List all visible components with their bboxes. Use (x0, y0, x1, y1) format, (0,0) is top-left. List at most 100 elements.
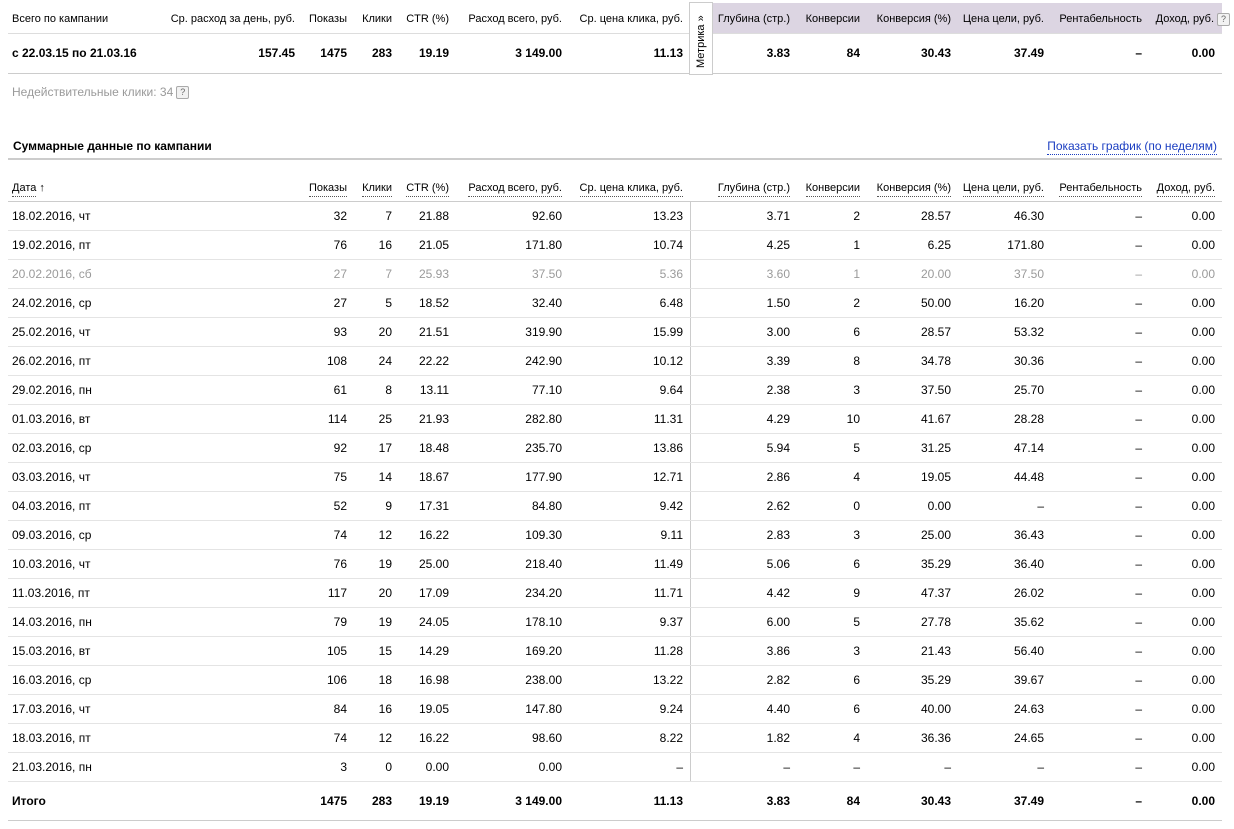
cell: 6 (853, 672, 860, 688)
cell: 16.98 (419, 672, 449, 688)
cell: 16 (379, 701, 392, 717)
cell: 105 (327, 643, 347, 659)
row-divider (8, 491, 1222, 492)
column-header[interactable]: Глубина (стр.) (718, 180, 790, 197)
cell: 3.86 (767, 643, 790, 659)
cell: 11.71 (654, 585, 683, 601)
summary-cell: 3.83 (767, 45, 790, 61)
cell: 21.43 (921, 643, 951, 659)
cell: 282.80 (525, 411, 562, 427)
cell: 9.11 (661, 527, 683, 543)
column-header[interactable]: Конверсия (%) (877, 180, 951, 197)
cell: 0.00 (1192, 730, 1215, 746)
cell: – (1135, 237, 1142, 253)
cell: 4.42 (767, 585, 790, 601)
cell: – (1135, 701, 1142, 717)
cell: 0.00 (1192, 324, 1215, 340)
column-header[interactable]: Конверсии (806, 180, 860, 197)
cell: – (1135, 672, 1142, 688)
cell: 8.22 (660, 730, 683, 746)
summary-cell: 1475 (320, 45, 347, 61)
cell: 50.00 (921, 295, 951, 311)
column-header[interactable]: Рентабельность (1059, 180, 1142, 197)
row-divider (8, 578, 1222, 579)
date-cell: 16.03.2016, ср (12, 672, 91, 688)
cell: 4.25 (767, 237, 790, 253)
column-header[interactable]: Клики (362, 180, 392, 197)
cell: 74 (334, 730, 347, 746)
cell: 21.05 (419, 237, 449, 253)
cell: 0.00 (1192, 701, 1215, 717)
cell: 6.48 (660, 295, 683, 311)
date-cell: 15.03.2016, вт (12, 643, 90, 659)
cell: 2 (853, 295, 860, 311)
cell: 12.71 (653, 469, 683, 485)
cell: 27.78 (921, 614, 951, 630)
date-cell: 14.03.2016, пн (12, 614, 92, 630)
cell: 35.29 (921, 672, 951, 688)
cell: 117 (328, 585, 347, 601)
summary-cell: 3 149.00 (515, 45, 562, 61)
column-header[interactable]: Расход всего, руб. (468, 180, 562, 197)
cell: 6.00 (767, 614, 790, 630)
cell: 13.23 (653, 208, 683, 224)
cell: – (944, 759, 951, 775)
cell: – (1135, 585, 1142, 601)
invalid-clicks-text: Недействительные клики: 34 (12, 85, 173, 99)
cell: 93 (334, 324, 347, 340)
cell: 52 (334, 498, 347, 514)
cell: – (1135, 614, 1142, 630)
chart-link[interactable]: Показать график (по неделям) (1047, 138, 1217, 155)
cell: – (1135, 498, 1142, 514)
cell: 75 (334, 469, 347, 485)
cell: 16.22 (419, 730, 449, 746)
cell: 18.48 (419, 440, 449, 456)
cell: 16 (379, 237, 392, 253)
column-header[interactable]: Цена цели, руб. (963, 180, 1044, 197)
cell: – (1135, 266, 1142, 282)
cell: 47.14 (1014, 440, 1044, 456)
cell: 2.62 (767, 498, 790, 514)
date-cell: 29.02.2016, пн (12, 382, 92, 398)
summary-cell: 283 (372, 45, 392, 61)
cell: – (1135, 556, 1142, 572)
column-header[interactable]: Дата↑ (12, 180, 36, 197)
row-divider (8, 462, 1222, 463)
cell: 25.93 (419, 266, 449, 282)
row-divider (8, 752, 1222, 753)
cell: 177.90 (525, 469, 562, 485)
cell: 14 (379, 469, 392, 485)
cell: 37.50 (532, 266, 562, 282)
metrika-tab[interactable]: Метрика » (689, 2, 713, 75)
column-header[interactable]: Ср. цена клика, руб. (580, 180, 683, 197)
column-header[interactable]: CTR (%) (406, 180, 449, 197)
cell: – (1037, 759, 1044, 775)
cell: 10.74 (653, 237, 683, 253)
cell: 14.29 (419, 643, 449, 659)
column-header[interactable]: Доход, руб. (1157, 180, 1215, 197)
cell: 147.80 (525, 701, 562, 717)
cell: 84.80 (532, 498, 562, 514)
cell: 10.12 (653, 353, 683, 369)
cell: 19.05 (419, 701, 449, 717)
cell: 0.00 (1192, 498, 1215, 514)
help-icon[interactable]: ? (1217, 13, 1230, 26)
cell: 218.40 (525, 556, 562, 572)
help-icon[interactable]: ? (176, 86, 189, 99)
cell: 34.78 (921, 353, 951, 369)
column-header[interactable]: Показы (309, 180, 347, 197)
cell: 114 (328, 411, 347, 427)
row-divider (8, 607, 1222, 608)
cell: 7 (385, 208, 392, 224)
cell: 47.37 (921, 585, 951, 601)
cell: 4.29 (767, 411, 790, 427)
row-divider (8, 346, 1222, 347)
cell: 24.63 (1014, 701, 1044, 717)
cell: 10 (847, 411, 860, 427)
cell: – (853, 759, 860, 775)
metrika-label[interactable]: Метрика » (693, 15, 709, 68)
cell: 92.60 (532, 208, 562, 224)
date-cell: 18.02.2016, чт (12, 208, 90, 224)
cell: 9 (385, 498, 392, 514)
divider (8, 158, 1222, 160)
